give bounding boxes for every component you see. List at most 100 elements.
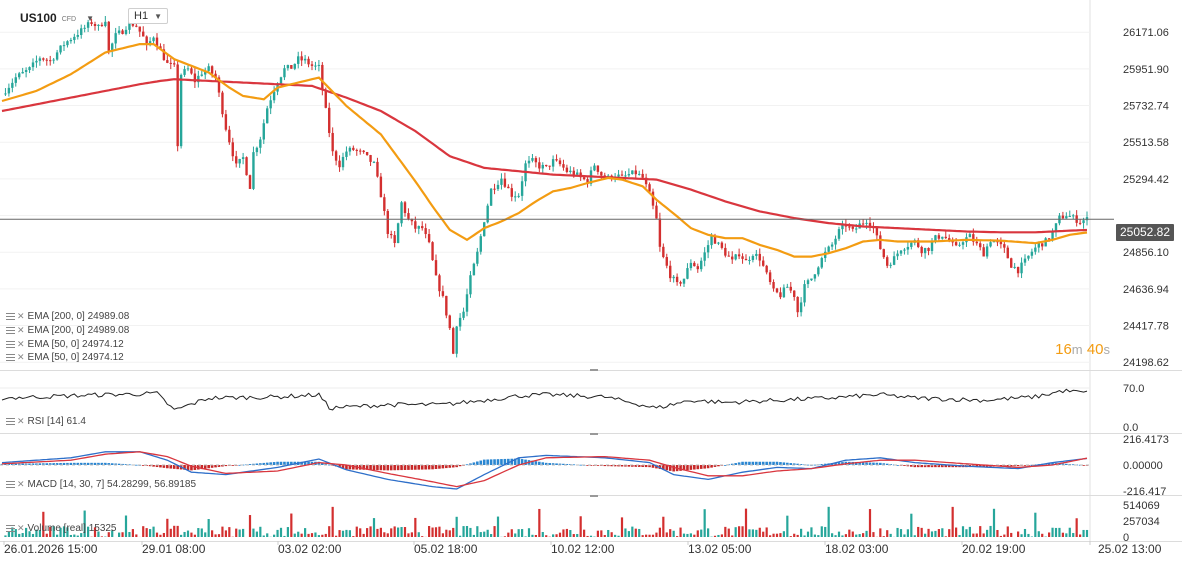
macd-hist-bar [710,465,713,468]
settings-icon[interactable] [6,417,15,426]
volume-bar [558,532,562,537]
macd-hist-bar [579,464,582,466]
candle-body [693,262,696,267]
candle-body [596,165,600,172]
macd-hist-bar [345,465,348,470]
candle-body [348,147,352,152]
macd-hist-bar [417,465,421,470]
candle-body [841,224,844,230]
macd-hist-bar [224,465,228,467]
timeframe-selector[interactable]: H1 ▼ [128,8,168,24]
settings-icon[interactable] [6,312,15,321]
macd-hist-bar [538,461,541,465]
close-icon[interactable]: ✕ [17,479,25,489]
candle-body [314,65,317,67]
indicator-macd[interactable]: ✕ MACD [14, 30, 7] 54.28299, 56.89185 [6,479,196,490]
ema-200-line [1,78,1088,234]
macd-hist-bar [1034,464,1037,466]
macd-hist-bar [755,461,758,465]
symbol-selector[interactable]: US100 CFD ▼ [20,8,94,28]
indicator-ema-50-b[interactable]: ✕ EMA [50, 0] 24974.12 [6,352,124,363]
indicator-ema-200-a[interactable]: ✕ EMA [200, 0] 24989.08 [6,311,129,322]
volume-bar [896,527,899,537]
macd-hist-bar [937,465,941,468]
close-icon[interactable]: ✕ [17,311,25,321]
candle-body [834,238,837,245]
volume-bar [235,528,238,537]
macd-hist-bar [1030,464,1034,466]
candle-body [644,177,648,185]
candle-body [979,243,982,248]
indicator-ema-50-a[interactable]: ✕ EMA [50, 0] 24974.12 [6,339,124,350]
macd-hist-bar [927,465,930,468]
close-icon[interactable]: ✕ [17,325,25,335]
chevron-down-icon[interactable]: ▼ [86,13,95,23]
volume-bar [700,529,703,537]
volume-bar [769,535,772,537]
macd-hist-bar [321,462,324,465]
settings-icon[interactable] [6,480,15,489]
close-icon[interactable]: ✕ [17,416,25,426]
volume-bar [28,531,31,537]
macd-axis-label: 0.00000 [1123,460,1163,472]
volume-bar [775,533,779,537]
candle-body [38,58,42,61]
candle-body [193,73,197,83]
candle-body [620,174,624,176]
candle-body [830,244,834,247]
volume-bar [107,532,110,537]
volume-bar [59,527,62,537]
volume-bar [820,526,823,537]
candle-body [93,24,97,26]
candle-body [24,70,28,72]
volume-bar [221,526,224,537]
close-icon[interactable]: ✕ [17,339,25,349]
timeframe-label: H1 [134,10,149,22]
volume-bar [317,535,320,537]
volume-bar [831,533,834,537]
settings-icon[interactable] [6,524,15,533]
volume-bar [789,536,792,537]
settings-icon[interactable] [6,353,15,362]
macd-hist-bar [507,458,510,465]
macd-hist-bar [868,462,872,465]
indicator-rsi[interactable]: ✕ RSI [14] 61.4 [6,416,86,427]
candle-body [66,41,69,46]
macd-hist-bar [686,465,689,471]
macd-hist-bar [427,465,431,470]
candle-body [166,60,169,63]
volume-bar [434,527,438,537]
chevron-down-icon[interactable]: ▼ [154,11,162,21]
macd-hist-bar [114,463,117,465]
candle-body [648,184,651,192]
settings-icon[interactable] [6,326,15,335]
macd-hist-bar [713,465,717,467]
candle-body [255,147,259,153]
macd-hist-bar [348,465,352,470]
candle-body [541,164,544,169]
volume-bar [1058,527,1061,537]
indicator-volume[interactable]: ✕ Volume [real] 15325 [6,523,117,534]
candle-body [469,275,472,295]
candle-body [755,253,758,256]
close-icon[interactable]: ✕ [17,523,25,533]
volume-bar [975,533,978,537]
candle-body [679,282,682,284]
volume-bar [1027,533,1030,537]
macd-hist-bar [283,461,286,465]
macd-hist-bar [472,462,476,465]
indicator-ema-200-b[interactable]: ✕ EMA [200, 0] 24989.08 [6,325,129,336]
candle-body [520,181,524,196]
macd-hist-bar [207,465,210,469]
volume-bar [824,526,827,537]
timer-seconds: 40 [1086,341,1104,358]
volume-bar [545,535,548,537]
volume-bar [52,526,55,537]
macd-hist-bar [696,465,700,470]
settings-icon[interactable] [6,340,15,349]
volume-bar [479,532,482,537]
macd-hist-bar [910,465,913,467]
candle-body [972,234,975,242]
close-icon[interactable]: ✕ [17,352,25,362]
